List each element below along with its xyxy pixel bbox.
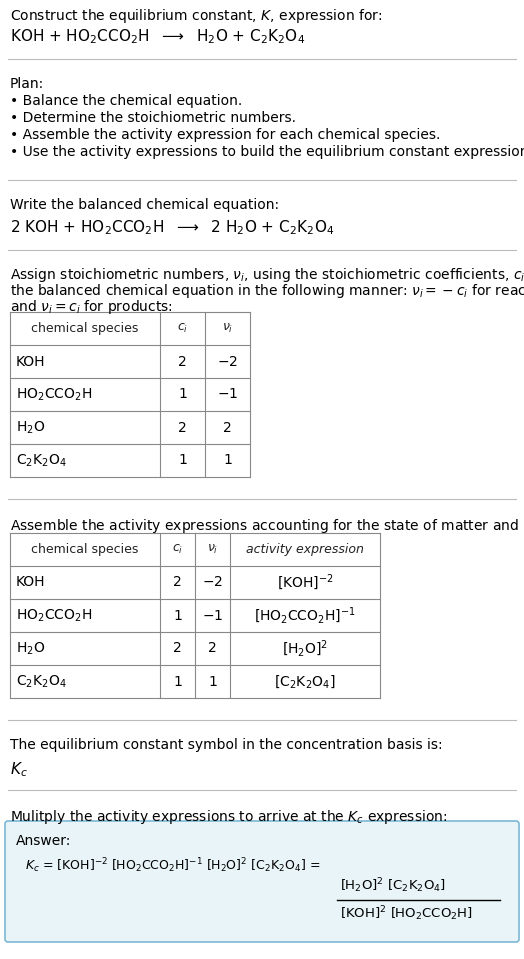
Text: 2: 2 xyxy=(208,642,217,656)
Text: 2: 2 xyxy=(178,420,187,434)
Text: H$_2$O: H$_2$O xyxy=(16,641,45,657)
Text: HO$_2$CCO$_2$H: HO$_2$CCO$_2$H xyxy=(16,607,92,623)
Text: 2: 2 xyxy=(178,355,187,368)
Text: chemical species: chemical species xyxy=(31,322,139,335)
Text: $c_i$: $c_i$ xyxy=(172,543,183,556)
Text: KOH: KOH xyxy=(16,355,46,368)
Text: HO$_2$CCO$_2$H: HO$_2$CCO$_2$H xyxy=(16,386,92,403)
Text: 2: 2 xyxy=(173,575,182,590)
Text: $-1$: $-1$ xyxy=(202,609,223,622)
Text: [KOH]$^2$ [HO$_2$CCO$_2$H]: [KOH]$^2$ [HO$_2$CCO$_2$H] xyxy=(340,904,473,924)
Text: $\nu_i$: $\nu_i$ xyxy=(222,322,233,335)
Text: $K_c$ = [KOH]$^{-2}$ [HO$_2$CCO$_2$H]$^{-1}$ [H$_2$O]$^2$ [C$_2$K$_2$O$_4$] =: $K_c$ = [KOH]$^{-2}$ [HO$_2$CCO$_2$H]$^{… xyxy=(25,856,321,876)
Text: C$_2$K$_2$O$_4$: C$_2$K$_2$O$_4$ xyxy=(16,673,67,690)
Text: Plan:: Plan: xyxy=(10,77,44,91)
Text: The equilibrium constant symbol in the concentration basis is:: The equilibrium constant symbol in the c… xyxy=(10,738,443,752)
Text: $K_c$: $K_c$ xyxy=(10,760,28,779)
Text: • Assemble the activity expression for each chemical species.: • Assemble the activity expression for e… xyxy=(10,128,440,142)
Bar xyxy=(10,312,250,477)
Text: $-2$: $-2$ xyxy=(202,575,223,590)
Text: activity expression: activity expression xyxy=(246,543,364,556)
Text: Write the balanced chemical equation:: Write the balanced chemical equation: xyxy=(10,198,279,212)
Text: and $\nu_i = c_i$ for products:: and $\nu_i = c_i$ for products: xyxy=(10,298,173,316)
Bar xyxy=(10,533,380,698)
Text: Assemble the activity expressions accounting for the state of matter and $\nu_i$: Assemble the activity expressions accoun… xyxy=(10,517,524,535)
Text: KOH: KOH xyxy=(16,575,46,590)
Text: Construct the equilibrium constant, $K$, expression for:: Construct the equilibrium constant, $K$,… xyxy=(10,7,383,25)
Text: 1: 1 xyxy=(178,454,187,467)
Text: 1: 1 xyxy=(178,387,187,402)
Text: • Use the activity expressions to build the equilibrium constant expression.: • Use the activity expressions to build … xyxy=(10,145,524,159)
Text: Answer:: Answer: xyxy=(16,834,71,848)
Text: 1: 1 xyxy=(208,674,217,689)
Text: the balanced chemical equation in the following manner: $\nu_i = -c_i$ for react: the balanced chemical equation in the fo… xyxy=(10,282,524,300)
Text: C$_2$K$_2$O$_4$: C$_2$K$_2$O$_4$ xyxy=(16,453,67,469)
Text: $c_i$: $c_i$ xyxy=(177,322,188,335)
Text: $-2$: $-2$ xyxy=(217,355,238,368)
Text: • Determine the stoichiometric numbers.: • Determine the stoichiometric numbers. xyxy=(10,111,296,125)
Text: 2 KOH + HO$_2$CCO$_2$H  $\longrightarrow$  2 H$_2$O + C$_2$K$_2$O$_4$: 2 KOH + HO$_2$CCO$_2$H $\longrightarrow$… xyxy=(10,218,334,237)
Text: KOH + HO$_2$CCO$_2$H  $\longrightarrow$  H$_2$O + C$_2$K$_2$O$_4$: KOH + HO$_2$CCO$_2$H $\longrightarrow$ H… xyxy=(10,27,305,46)
Text: 1: 1 xyxy=(173,609,182,622)
Text: 2: 2 xyxy=(223,420,232,434)
Text: [H$_2$O]$^2$: [H$_2$O]$^2$ xyxy=(282,639,328,659)
Text: 1: 1 xyxy=(223,454,232,467)
FancyBboxPatch shape xyxy=(5,821,519,942)
Text: 1: 1 xyxy=(173,674,182,689)
Text: Mulitply the activity expressions to arrive at the $K_c$ expression:: Mulitply the activity expressions to arr… xyxy=(10,808,447,826)
Text: • Balance the chemical equation.: • Balance the chemical equation. xyxy=(10,94,242,108)
Text: [C$_2$K$_2$O$_4$]: [C$_2$K$_2$O$_4$] xyxy=(274,673,336,690)
Text: 2: 2 xyxy=(173,642,182,656)
Text: $\nu_i$: $\nu_i$ xyxy=(207,543,218,556)
Text: chemical species: chemical species xyxy=(31,543,139,556)
Text: Assign stoichiometric numbers, $\nu_i$, using the stoichiometric coefficients, $: Assign stoichiometric numbers, $\nu_i$, … xyxy=(10,266,524,284)
Text: H$_2$O: H$_2$O xyxy=(16,419,45,435)
Text: [H$_2$O]$^2$ [C$_2$K$_2$O$_4$]: [H$_2$O]$^2$ [C$_2$K$_2$O$_4$] xyxy=(340,877,446,896)
Text: [HO$_2$CCO$_2$H]$^{-1}$: [HO$_2$CCO$_2$H]$^{-1}$ xyxy=(254,605,356,625)
Text: [KOH]$^{-2}$: [KOH]$^{-2}$ xyxy=(277,573,333,593)
Text: $-1$: $-1$ xyxy=(217,387,238,402)
